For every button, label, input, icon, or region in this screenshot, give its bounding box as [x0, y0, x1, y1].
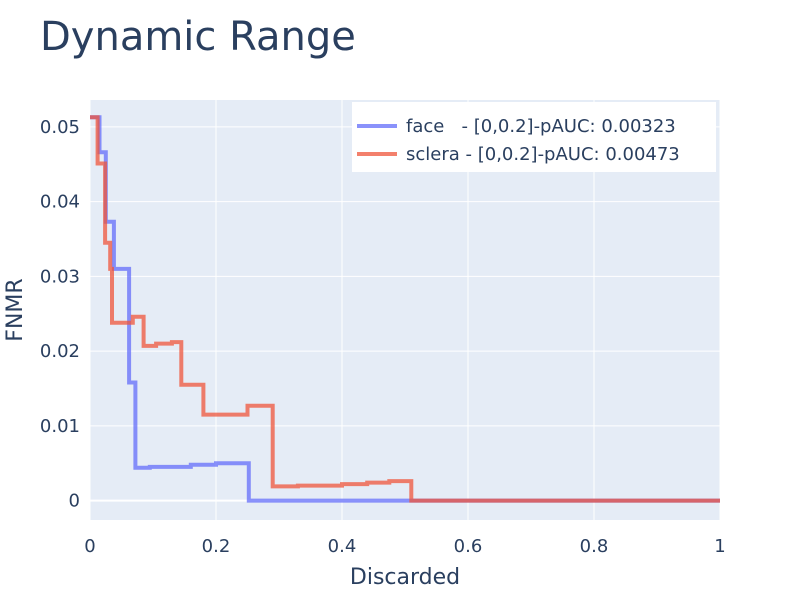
series-layer [90, 115, 720, 503]
x-axis-ticks: 0 0.2 0.4 0.6 0.8 1 [84, 536, 725, 557]
x-tick-label: 1 [714, 536, 725, 557]
y-tick-label: 0.05 [40, 117, 80, 138]
y-axis-title: FNMR [3, 278, 28, 341]
legend-box [352, 102, 716, 172]
x-tick-label: 0 [84, 536, 95, 557]
y-tick-label: 0.03 [40, 266, 80, 287]
x-axis-title: Discarded [350, 565, 460, 590]
x-tick-label: 0.4 [328, 536, 357, 557]
series-line-2 [90, 115, 720, 503]
legend-item-2[interactable]: sclera - [0,0.2]-pAUC: 0.00473 [357, 144, 680, 165]
y-tick-label: 0.04 [40, 192, 80, 213]
chart-title: Dynamic Range [40, 14, 356, 60]
y-tick-label: 0.02 [40, 341, 80, 362]
legend-label: sclera - [0,0.2]-pAUC: 0.00473 [406, 144, 680, 165]
x-tick-label: 0.6 [454, 536, 483, 557]
y-axis-ticks: 0 0.01 0.02 0.03 0.04 0.05 [40, 117, 80, 512]
y-tick-label: 0.01 [40, 416, 80, 437]
legend-label: face - [0,0.2]-pAUC: 0.00323 [406, 116, 676, 137]
x-tick-label: 0.2 [202, 536, 231, 557]
x-tick-label: 0.8 [580, 536, 609, 557]
y-tick-label: 0 [69, 491, 80, 512]
legend-item-1[interactable]: face - [0,0.2]-pAUC: 0.00323 [357, 116, 676, 137]
legend[interactable]: face - [0,0.2]-pAUC: 0.00323 sclera - [0,… [352, 102, 716, 172]
